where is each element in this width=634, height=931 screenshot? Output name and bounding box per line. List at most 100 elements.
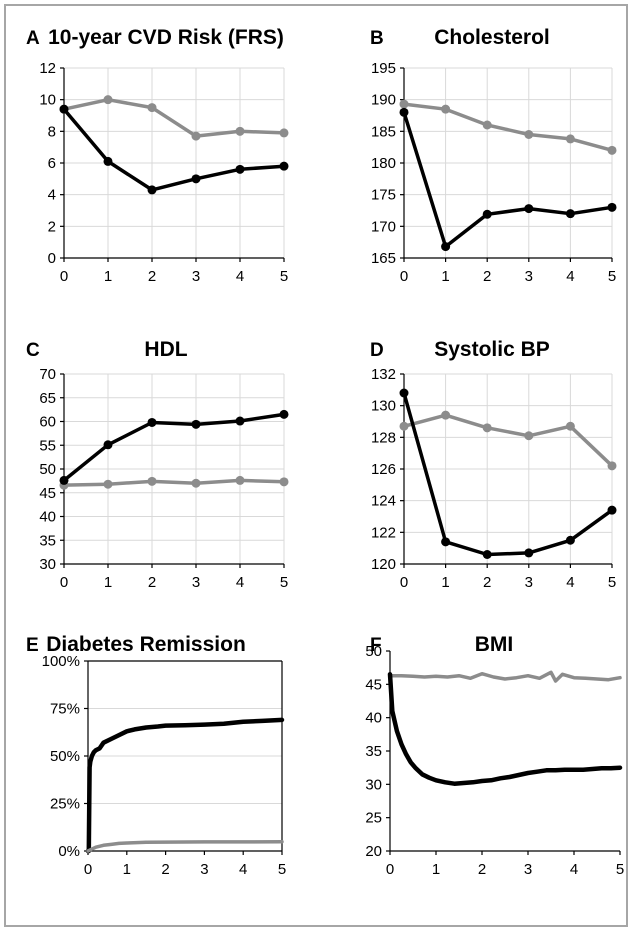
x-tick-label: 2 <box>148 268 156 285</box>
x-tick-label: 1 <box>123 861 131 878</box>
data-point-control <box>235 475 245 485</box>
y-tick-label: 128 <box>371 429 396 446</box>
data-point-control <box>607 461 617 471</box>
y-tick-label: 122 <box>371 524 396 541</box>
data-point-control <box>147 476 157 486</box>
data-point-control <box>279 128 289 138</box>
x-tick-label: 3 <box>192 268 200 285</box>
data-point-control <box>103 479 113 489</box>
series-line-intervention <box>62 412 286 483</box>
figure-frame <box>4 4 628 927</box>
panel-d: D Systolic BP 120 122 124 126 128 130 132 0 1 2 3 4 5 <box>370 338 617 591</box>
panel-letter: E <box>26 635 39 656</box>
y-tick-label: 55 <box>39 437 56 454</box>
data-point-intervention <box>482 209 492 219</box>
panel-title: Systolic BP <box>434 338 550 361</box>
x-tick-label: 5 <box>608 268 616 285</box>
y-tick-label: 20 <box>365 843 382 860</box>
x-tick-label: 4 <box>236 574 244 591</box>
y-tick-label: 40 <box>39 509 56 526</box>
data-point-intervention <box>59 475 69 485</box>
x-tick-label: 2 <box>478 861 486 878</box>
data-point-control <box>441 104 451 114</box>
series-line-control <box>402 102 614 153</box>
panel-title: Cholesterol <box>434 26 550 49</box>
x-tick-label: 0 <box>60 574 68 591</box>
y-tick-label: 45 <box>39 485 56 502</box>
data-point-intervention <box>191 174 201 184</box>
y-tick-label: 50% <box>50 748 80 765</box>
series-line-control <box>388 670 622 683</box>
x-tick-label: 2 <box>161 861 169 878</box>
series-line-intervention <box>402 391 614 557</box>
y-tick-label: 50 <box>39 461 56 478</box>
y-tick-label: 165 <box>371 250 396 267</box>
data-point-control <box>191 478 201 488</box>
data-point-intervention <box>103 156 113 166</box>
y-tick-label: 132 <box>371 366 396 383</box>
y-tick-label: 130 <box>371 398 396 415</box>
data-point-intervention <box>191 419 201 429</box>
data-point-intervention <box>607 202 617 212</box>
data-point-intervention <box>279 161 289 171</box>
x-tick-label: 0 <box>400 268 408 285</box>
panel-letter: B <box>370 28 384 49</box>
x-tick-label: 0 <box>400 574 408 591</box>
data-point-intervention <box>607 505 617 515</box>
x-tick-label: 4 <box>566 268 574 285</box>
y-tick-label: 126 <box>371 461 396 478</box>
x-tick-label: 5 <box>280 268 288 285</box>
series-line-intervention <box>387 672 623 786</box>
y-tick-label: 124 <box>371 493 396 510</box>
y-tick-label: 4 <box>48 187 56 204</box>
y-tick-label: 100% <box>42 653 80 670</box>
data-point-control <box>607 145 617 155</box>
x-tick-label: 0 <box>84 861 92 878</box>
y-tick-label: 10 <box>39 92 56 109</box>
panel-b: B Cholesterol 165 170 175 180 185 190 195 0 1 2 3 4 5 <box>370 26 617 285</box>
x-tick-label: 4 <box>566 574 574 591</box>
x-tick-label: 5 <box>280 574 288 591</box>
x-tick-label: 1 <box>432 861 440 878</box>
y-tick-label: 185 <box>371 123 396 140</box>
x-tick-label: 4 <box>239 861 247 878</box>
x-tick-label: 3 <box>200 861 208 878</box>
y-tick-label: 8 <box>48 123 56 140</box>
series-line-intervention <box>402 110 614 249</box>
y-tick-label: 0 <box>48 250 56 267</box>
data-point-control <box>279 477 289 487</box>
x-tick-label: 5 <box>608 574 616 591</box>
panel-letter: A <box>26 28 40 49</box>
series-line-intervention <box>62 107 286 192</box>
series-line-intervention <box>85 717 285 854</box>
data-point-control <box>441 410 451 420</box>
data-point-control <box>482 423 492 433</box>
data-point-control <box>482 120 492 130</box>
x-tick-label: 1 <box>441 268 449 285</box>
y-tick-label: 70 <box>39 366 56 383</box>
panel-letter: C <box>26 340 40 361</box>
panel-title: Diabetes Remission <box>46 633 246 656</box>
data-point-intervention <box>235 164 245 174</box>
series-line-control <box>62 97 286 138</box>
data-point-control <box>235 126 245 136</box>
panel-title: BMI <box>475 633 514 656</box>
y-tick-label: 170 <box>371 218 396 235</box>
y-tick-label: 30 <box>365 776 382 793</box>
panel-e: E Diabetes Remission 0% 25% 50% 75% 100% 0 1 2 3 4 5 <box>26 633 286 878</box>
y-tick-label: 35 <box>39 532 56 549</box>
data-point-intervention <box>482 550 492 559</box>
x-tick-label: 3 <box>525 268 533 285</box>
data-point-intervention <box>399 388 409 398</box>
data-point-control <box>524 130 534 139</box>
data-point-intervention <box>524 204 534 214</box>
data-point-intervention <box>147 417 157 427</box>
panel-letter: D <box>370 340 384 361</box>
data-point-intervention <box>103 440 113 450</box>
data-point-intervention <box>235 416 245 426</box>
data-point-intervention <box>279 409 289 419</box>
